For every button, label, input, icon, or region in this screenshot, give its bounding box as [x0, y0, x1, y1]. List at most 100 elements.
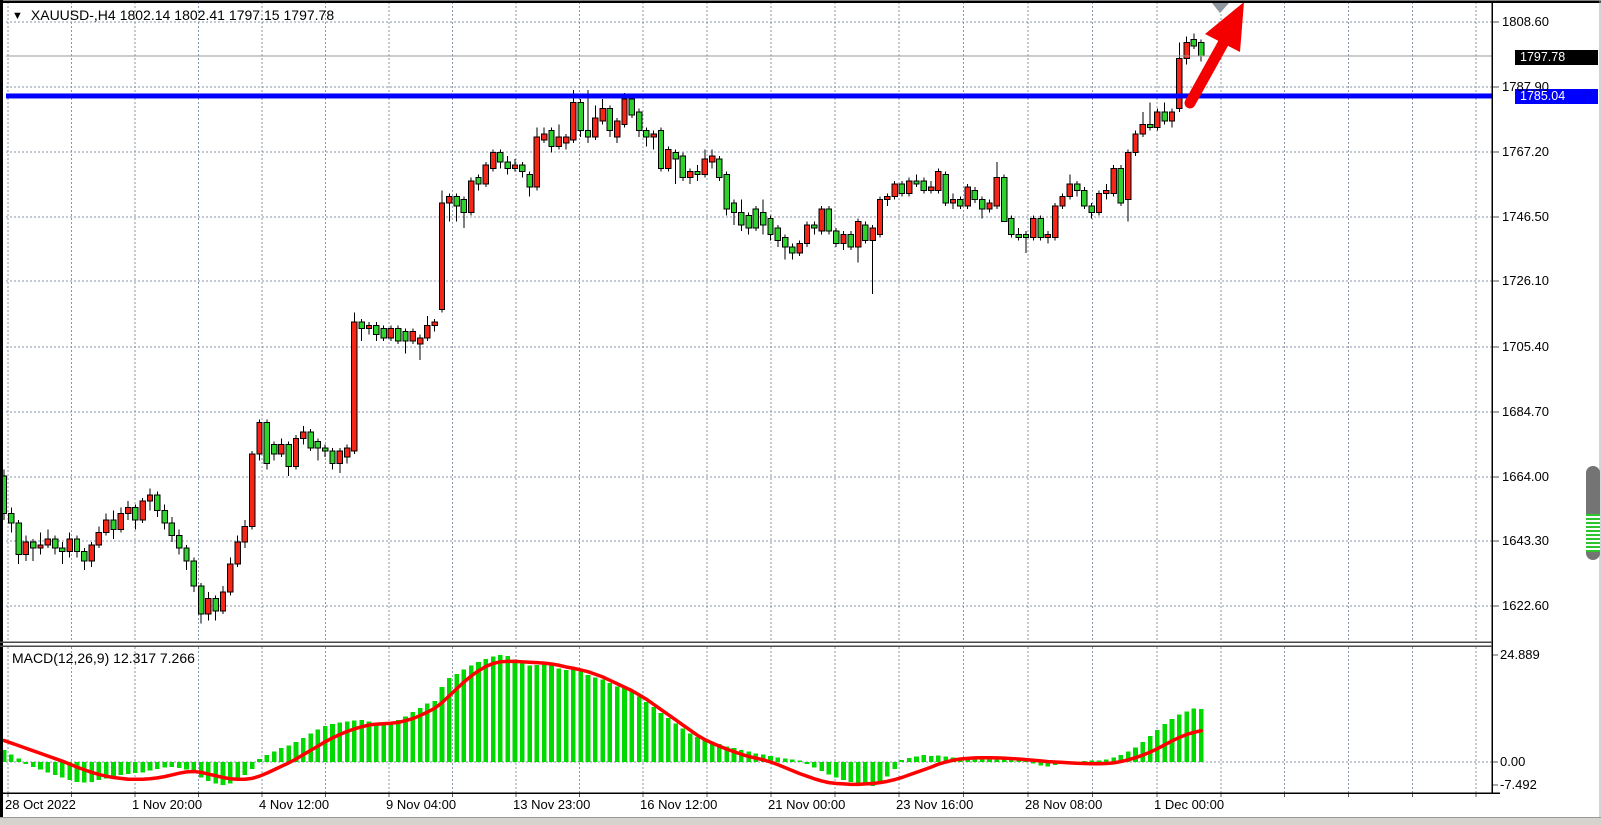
price-axis-label: 1705.40: [1502, 339, 1549, 354]
macd-histogram-bar: [936, 755, 941, 762]
candle: [431, 319, 438, 332]
trend-arrow-head[interactable]: [1205, 2, 1244, 52]
macd-histogram-bar: [60, 762, 65, 778]
candle: [249, 450, 256, 530]
macd-histogram-bar: [877, 762, 883, 783]
candle: [497, 149, 504, 169]
candle: [1183, 36, 1190, 65]
macd-histogram-bar: [483, 658, 489, 762]
chart-title: ▼ XAUUSD-,H4 1802.14 1802.41 1797.15 1797.78: [12, 7, 338, 23]
macd-histogram-bar: [439, 686, 445, 762]
macd-histogram-bar: [264, 755, 270, 762]
macd-main-value: 12.317: [113, 650, 156, 666]
candle: [1139, 111, 1146, 137]
macd-histogram-bar: [527, 665, 532, 762]
trend-arrow-shaft[interactable]: [1184, 34, 1231, 109]
macd-histogram-bar: [600, 679, 605, 762]
candle: [504, 155, 511, 175]
candle: [1037, 215, 1044, 241]
macd-histogram-bar: [943, 756, 948, 762]
candle: [234, 535, 241, 568]
candle: [88, 541, 95, 568]
candle: [913, 174, 920, 188]
macd-histogram-bar: [74, 762, 80, 782]
candle: [884, 193, 891, 206]
macd-histogram-bar: [636, 696, 642, 762]
price-axis-label: 1643.30: [1502, 533, 1549, 548]
candle: [1022, 231, 1030, 254]
macd-histogram-bar: [228, 762, 233, 784]
time-axis-label: 21 Nov 00:00: [768, 797, 846, 812]
candle: [263, 419, 271, 470]
candle: [241, 519, 249, 549]
candle: [745, 212, 752, 235]
price-axis-label: 1664.00: [1502, 469, 1549, 484]
macd-histogram-bar: [206, 762, 211, 781]
macd-histogram-bar: [541, 663, 547, 762]
macd-axis-label: 0.00: [1500, 754, 1526, 769]
macd-histogram-bar: [308, 733, 313, 762]
macd-histogram-bar: [155, 762, 160, 769]
macd-histogram-bar: [235, 762, 240, 781]
candle: [219, 585, 227, 615]
macd-histogram-bar: [374, 723, 379, 762]
annotations-layer: [6, 2, 1492, 109]
macd-histogram-bar: [921, 755, 927, 762]
candle: [898, 180, 906, 197]
macd-histogram-bar: [337, 722, 343, 762]
down-triangle-marker-icon[interactable]: [1212, 3, 1229, 13]
candle: [862, 221, 869, 244]
macd-histogram-bar: [381, 724, 386, 762]
macd-histogram-bar: [899, 759, 905, 762]
candle: [103, 513, 110, 536]
macd-histogram-bar: [979, 758, 985, 762]
macd-histogram-bar: [571, 669, 576, 762]
candle: [424, 315, 431, 342]
macd-histogram-bar: [563, 669, 569, 762]
candle: [292, 435, 300, 470]
macd-histogram-bar: [928, 755, 934, 762]
candle: [95, 526, 103, 549]
macd-histogram-bar: [220, 762, 226, 785]
horizontal-level-price-badge[interactable]: 1785.04: [1515, 89, 1598, 104]
macd-axis-label: 24.889: [1500, 647, 1540, 662]
candle: [183, 545, 190, 571]
candle: [767, 215, 774, 241]
candle: [110, 510, 117, 539]
macd-histogram-bar: [885, 762, 890, 777]
candle: [781, 234, 789, 260]
macd-histogram-bar: [366, 721, 372, 762]
quote-high: 1802.41: [174, 7, 225, 23]
time-axis-label: 28 Oct 2022: [5, 797, 76, 812]
macd-histogram-bar: [16, 758, 21, 762]
time-axis-label: 9 Nov 04:00: [386, 797, 457, 812]
candle: [475, 174, 482, 191]
macd-histogram-bar: [257, 758, 262, 762]
candle: [1066, 174, 1073, 200]
macd-histogram-bar: [1191, 708, 1197, 762]
candle: [548, 127, 555, 153]
scrollbar-thumb[interactable]: [1586, 466, 1600, 560]
chevron-down-icon[interactable]: ▼: [12, 10, 23, 22]
candle: [1008, 215, 1015, 238]
horizontal-level-line[interactable]: [6, 93, 1492, 99]
macd-histogram-bar: [804, 762, 810, 765]
candle: [416, 334, 424, 360]
candle: [1110, 165, 1117, 197]
candle: [533, 127, 541, 191]
macd-histogram-bar: [1089, 760, 1094, 762]
macd-histogram-bar: [987, 759, 992, 762]
candle: [628, 96, 635, 119]
candle: [592, 105, 599, 141]
candle: [154, 491, 161, 517]
time-axis-label: 13 Nov 23:00: [513, 797, 591, 812]
macd-histogram-bar: [271, 751, 277, 762]
macd-histogram-bar: [702, 738, 708, 762]
candle: [519, 162, 526, 178]
macd-histogram-bar: [330, 724, 335, 762]
macd-histogram-bar: [1155, 730, 1160, 762]
candle: [176, 529, 183, 555]
candle: [1088, 202, 1095, 219]
